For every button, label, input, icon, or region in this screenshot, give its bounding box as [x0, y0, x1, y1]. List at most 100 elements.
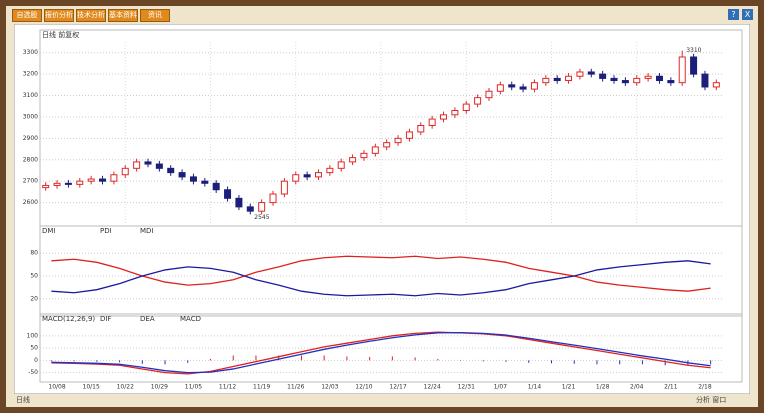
- candle-body: [451, 110, 459, 116]
- candle-body: [133, 161, 141, 169]
- x-tick-label: 11/05: [185, 384, 202, 391]
- candle-body: [496, 84, 504, 92]
- candle-body: [587, 71, 595, 75]
- x-tick-label: 2/04: [630, 384, 644, 391]
- candle-body: [53, 182, 61, 186]
- candle-body: [417, 125, 425, 133]
- indicator-line: [51, 260, 711, 297]
- toolbar-button[interactable]: 技术分析: [76, 9, 106, 22]
- candle-body: [621, 80, 629, 84]
- candle-body: [337, 161, 345, 169]
- candle-body: [224, 189, 232, 199]
- y-tick-label: 50: [30, 273, 38, 280]
- candle-body: [519, 86, 527, 90]
- y-tick-label: 50: [30, 345, 38, 352]
- legend-entry: MDI: [140, 227, 154, 235]
- x-tick-label: 11/19: [253, 384, 270, 391]
- y-tick-label: 2700: [23, 178, 38, 185]
- candle-body: [565, 75, 573, 82]
- y-tick-label: 3000: [23, 113, 38, 120]
- candle-body: [99, 178, 107, 182]
- candle-body: [655, 75, 663, 82]
- indicator-line: [51, 331, 711, 374]
- y-tick-label: 3300: [23, 49, 38, 56]
- candle-body: [314, 172, 322, 178]
- panel-title: 日线 前复权: [42, 30, 79, 39]
- chart-background: [14, 24, 750, 394]
- max-label: 3310: [686, 47, 701, 54]
- candle-body: [292, 174, 300, 182]
- toolbar-button[interactable]: 资讯: [140, 9, 170, 22]
- y-tick-label: 100: [27, 332, 39, 339]
- toolbar-button[interactable]: 报价分析: [44, 9, 74, 22]
- candle-body: [474, 97, 482, 105]
- candle-body: [405, 131, 413, 139]
- min-label: 2545: [254, 214, 269, 221]
- status-left: 日线: [16, 396, 30, 404]
- indicator-line: [51, 255, 711, 292]
- candle-body: [360, 152, 368, 159]
- y-tick-label: 3100: [23, 92, 38, 99]
- candle-body: [110, 174, 118, 182]
- candle-body: [542, 77, 550, 84]
- candle-body: [690, 56, 698, 75]
- x-tick-label: 10/22: [117, 384, 134, 391]
- x-tick-label: 1/21: [562, 384, 576, 391]
- candle-body: [167, 167, 175, 174]
- candle-body: [303, 174, 311, 178]
- panel-title: DMI: [42, 227, 56, 235]
- candle-body: [246, 206, 254, 212]
- y-tick-label: 2900: [23, 135, 38, 142]
- toolbar-button[interactable]: 基本资料: [108, 9, 138, 22]
- candle-body: [383, 142, 391, 148]
- candle-body: [349, 157, 357, 163]
- x-tick-label: 12/10: [355, 384, 372, 391]
- candle-body: [599, 73, 607, 79]
- candle-body: [610, 77, 618, 82]
- close-button[interactable]: X: [742, 9, 753, 20]
- candle-body: [633, 77, 641, 84]
- y-tick-label: 20: [30, 295, 38, 302]
- candle-body: [212, 182, 220, 191]
- candle-body: [280, 180, 288, 195]
- candle-body: [644, 75, 652, 79]
- y-tick-label: 0: [34, 357, 38, 364]
- candle-body: [64, 182, 72, 185]
- y-tick-label: 3200: [23, 71, 38, 78]
- panel-border: [39, 225, 743, 317]
- candle-body: [144, 161, 152, 165]
- x-tick-label: 2/18: [698, 384, 712, 391]
- legend-entry: PDI: [100, 227, 112, 235]
- x-tick-label: 11/26: [287, 384, 304, 391]
- status-right[interactable]: 分析 窗口: [696, 396, 727, 404]
- x-tick-label: 12/17: [389, 384, 406, 391]
- x-tick-label: 12/31: [458, 384, 475, 391]
- candle-body: [462, 103, 470, 112]
- y-tick-label: -50: [28, 369, 38, 376]
- legend-entry: DEA: [140, 315, 155, 323]
- candle-body: [530, 82, 538, 90]
- panel-title: MACD(12,26,9): [42, 315, 95, 323]
- candle-body: [155, 163, 163, 169]
- y-tick-label: 80: [30, 250, 38, 257]
- x-tick-label: 2/11: [664, 384, 678, 391]
- x-tick-label: 12/03: [321, 384, 338, 391]
- toolbar-button[interactable]: 自选股: [12, 9, 42, 22]
- candle-body: [712, 82, 720, 88]
- x-tick-label: 12/24: [424, 384, 441, 391]
- candle-body: [678, 56, 686, 84]
- candle-body: [667, 80, 675, 84]
- candle-body: [76, 180, 84, 185]
- legend-entry: DIF: [100, 315, 111, 323]
- candle-body: [440, 114, 448, 120]
- candle-body: [121, 167, 129, 176]
- candle-body: [235, 197, 243, 208]
- candle-body: [701, 73, 709, 88]
- candle-body: [553, 77, 561, 82]
- candle-body: [178, 172, 186, 178]
- help-button[interactable]: ?: [728, 9, 739, 20]
- y-tick-label: 2600: [23, 199, 38, 206]
- candle-body: [428, 118, 436, 127]
- candle-body: [576, 71, 584, 77]
